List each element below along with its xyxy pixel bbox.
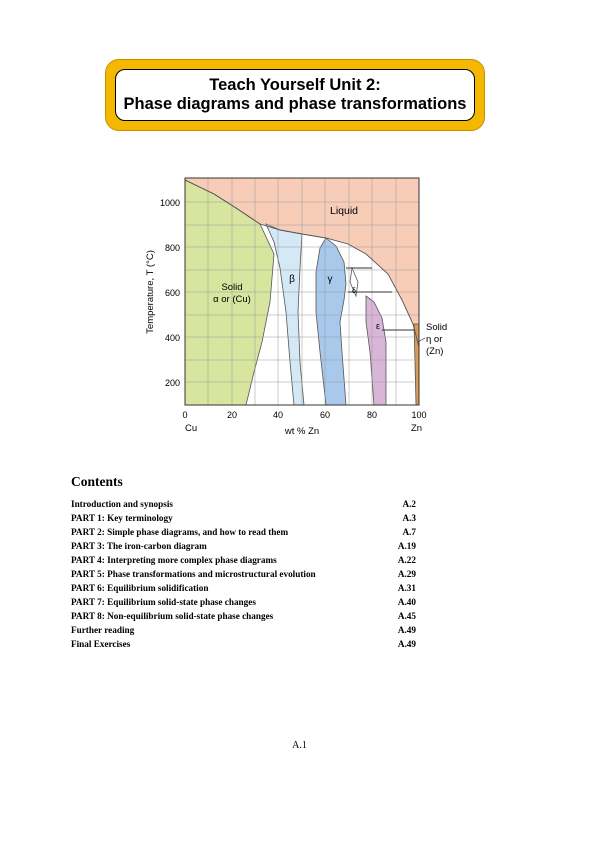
toc-item-page: A.29: [397, 569, 416, 579]
toc-row: Further reading A.49: [71, 623, 416, 637]
toc-item-label: PART 1: Key terminology: [71, 513, 173, 523]
x-axis-label: wt % Zn: [284, 426, 319, 437]
toc-row: PART 1: Key terminology A.3: [71, 511, 416, 525]
toc-item-label: Final Exercises: [71, 639, 131, 649]
alpha-label-2: α or (Cu): [213, 294, 251, 305]
toc-item-page: A.19: [397, 541, 416, 551]
eta-label-leader: [417, 337, 426, 343]
toc-item-page: A.31: [397, 583, 416, 593]
delta-label: δ: [352, 288, 356, 295]
toc-row: PART 2: Simple phase diagrams, and how t…: [71, 525, 416, 539]
toc-item-page: A.45: [397, 611, 416, 621]
toc-row: PART 7: Equilibrium solid-state phase ch…: [71, 595, 416, 609]
toc-item-label: PART 4: Interpreting more complex phase …: [71, 555, 277, 565]
toc-row: PART 8: Non-equilibrium solid-state phas…: [71, 609, 416, 623]
y-tick-label: 600: [165, 288, 180, 298]
plot-frame: [184, 177, 420, 406]
title-box: Teach Yourself Unit 2: Phase diagrams an…: [115, 69, 475, 121]
x-tick-label: 20: [227, 410, 237, 420]
epsilon-label: ε: [376, 321, 380, 331]
x-tick-label: 100: [411, 410, 426, 420]
toc-row: PART 6: Equilibrium solidification A.31: [71, 581, 416, 595]
toc-item-page: A.7: [402, 527, 416, 537]
gamma-label: γ: [328, 274, 333, 285]
x-tick-label: 80: [367, 410, 377, 420]
toc-item-page: A.3: [402, 513, 416, 523]
phase-diagram: 1000 800 600 400 200 0 20 40 60 80 100 C…: [145, 177, 447, 437]
y-tick-label: 800: [165, 243, 180, 253]
liquidus-line: [184, 179, 420, 348]
phase-diagram-figure: 1000 800 600 400 200 0 20 40 60 80 100 C…: [130, 172, 452, 442]
toc-row: PART 5: Phase transformations and micros…: [71, 567, 416, 581]
toc-item-page: A.2: [402, 499, 416, 509]
x-tick-label: 60: [320, 410, 330, 420]
liquid-label: Liquid: [330, 205, 358, 217]
x-tick-label: 0: [182, 410, 187, 420]
right-element-label: Zn: [411, 423, 422, 434]
isotherms: [346, 267, 415, 331]
title-line-2: Phase diagrams and phase transformations: [123, 95, 467, 113]
gamma-region: [315, 237, 347, 406]
title-line-1: Teach Yourself Unit 2:: [209, 76, 381, 94]
toc-item-page: A.22: [397, 555, 416, 565]
y-axis-label: Temperature, T (°C): [145, 250, 156, 334]
title-banner: Teach Yourself Unit 2: Phase diagrams an…: [105, 59, 485, 131]
table-of-contents: Introduction and synopsis A.2 PART 1: Key…: [71, 497, 416, 651]
x-tick-label: 40: [273, 410, 283, 420]
toc-item-label: PART 6: Equilibrium solidification: [71, 583, 209, 593]
toc-item-label: Introduction and synopsis: [71, 499, 173, 509]
toc-item-label: PART 3: The iron-carbon diagram: [71, 541, 207, 551]
toc-item-label: PART 5: Phase transformations and micros…: [71, 569, 316, 579]
toc-item-label: Further reading: [71, 625, 135, 635]
toc-item-label: PART 7: Equilibrium solid-state phase ch…: [71, 597, 256, 607]
y-tick-label: 1000: [160, 198, 180, 208]
y-tick-label: 400: [165, 333, 180, 343]
toc-row: Final Exercises A.49: [71, 637, 416, 651]
toc-item-page: A.49: [397, 639, 416, 649]
eta-label-1: Solid: [426, 322, 447, 333]
eta-label-2: η or: [426, 334, 442, 345]
y-tick-label: 200: [165, 378, 180, 388]
toc-item-page: A.40: [397, 597, 416, 607]
toc-item-label: PART 2: Simple phase diagrams, and how t…: [71, 527, 289, 537]
alpha-label-1: Solid: [221, 282, 242, 293]
toc-row: Introduction and synopsis A.2: [71, 497, 416, 511]
delta-region: [349, 266, 359, 298]
left-element-label: Cu: [185, 423, 197, 434]
toc-row: PART 4: Interpreting more complex phase …: [71, 553, 416, 567]
toc-item-page: A.49: [397, 625, 416, 635]
toc-item-label: PART 8: Non-equilibrium solid-state phas…: [71, 611, 274, 621]
page-number: A.1: [292, 740, 307, 751]
beta-label: β: [289, 274, 295, 285]
contents-heading: Contents: [71, 474, 123, 489]
toc-row: PART 3: The iron-carbon diagram A.19: [71, 539, 416, 553]
eta-label-3: (Zn): [426, 346, 443, 357]
